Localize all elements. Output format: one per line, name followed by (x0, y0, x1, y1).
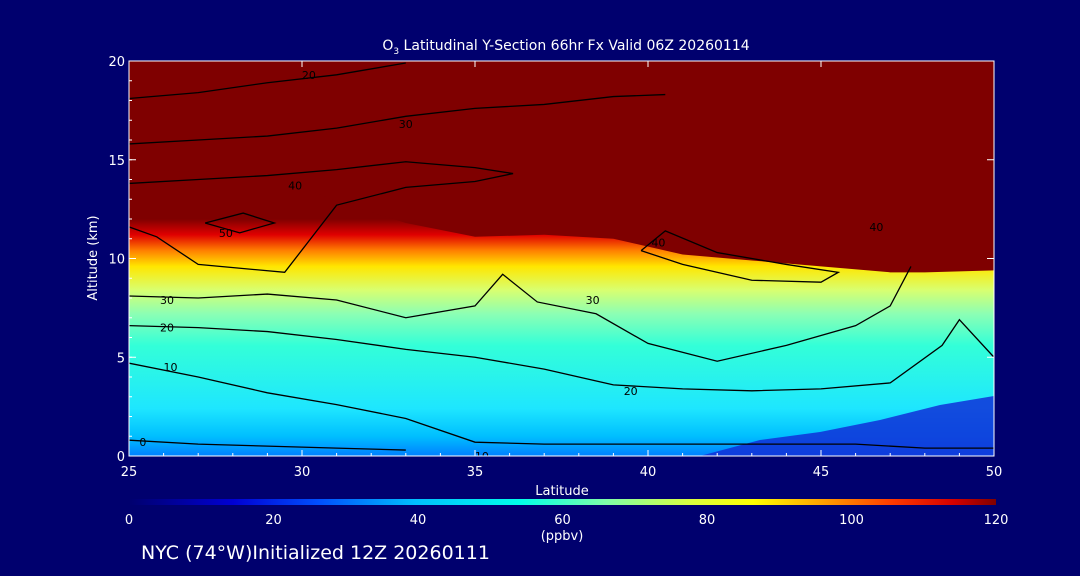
colorbar (129, 499, 996, 505)
contour-label: 50 (219, 227, 233, 240)
x-tick-label: 50 (986, 465, 1003, 480)
contour-label: 30 (160, 294, 174, 307)
contour-label: 40 (651, 237, 665, 250)
contour-line-50 (204, 212, 277, 234)
contour-line-40 (129, 161, 514, 274)
contour-line-0 (129, 439, 406, 451)
colorbar-ticks: 0 20 40 60 80 100 120 (125, 513, 1009, 528)
colorbar-tick-label: 60 (554, 513, 571, 528)
contour-label: 40 (288, 179, 302, 192)
contour-label: 40 (869, 221, 883, 234)
contour-label: 20 (302, 69, 316, 82)
colorbar-tick-label: 80 (699, 513, 716, 528)
contour-line-20 (129, 62, 406, 100)
y-tick-label: 20 (108, 55, 125, 70)
contour-line-10 (129, 362, 994, 449)
low-ozone-surface-region (700, 396, 994, 456)
contour-labels: 20 30 40 50 40 40 30 20 10 30 20 0 10 (139, 69, 883, 463)
contour-label: 30 (586, 294, 600, 307)
x-tick-label: 40 (640, 465, 657, 480)
x-tick-label: 30 (294, 465, 311, 480)
contour-lines (129, 62, 994, 451)
y-tick-label: 15 (108, 154, 125, 169)
contour-line-30 (129, 266, 912, 362)
contour-label: 30 (399, 118, 413, 131)
x-tick-label: 35 (467, 465, 484, 480)
chart-title: O3 Latitudinal Y-Section 66hr Fx Valid 0… (382, 38, 749, 57)
contour-label: 10 (475, 450, 489, 463)
colorbar-tick-label: 20 (265, 513, 282, 528)
y-tick-label: 0 (117, 450, 125, 465)
stratosphere-high-ozone-region (129, 61, 994, 273)
colorbar-tick-label: 40 (410, 513, 427, 528)
x-axis-label: Latitude (535, 484, 589, 499)
x-tick-label: 25 (121, 465, 138, 480)
y-axis: 0 5 10 15 20 (108, 55, 994, 465)
footer-info: NYC (74°W)Initialized 12Z 20260111 (141, 542, 490, 564)
contour-line-30 (129, 93, 666, 145)
contour-line-40 (640, 230, 841, 283)
colorbar-tick-label: 100 (839, 513, 864, 528)
contour-line-20 (129, 318, 994, 392)
contour-label: 20 (624, 385, 638, 398)
colorbar-label: (ppbv) (541, 529, 584, 544)
x-axis: 25 30 35 40 45 50 (121, 61, 1003, 480)
plot-area: 20 30 40 50 40 40 30 20 10 30 20 0 10 (129, 61, 994, 463)
colorbar-tick-label: 0 (125, 513, 133, 528)
y-tick-label: 5 (117, 351, 125, 366)
x-tick-label: 45 (813, 465, 830, 480)
contour-label: 0 (139, 436, 146, 449)
y-axis-label: Altitude (km) (86, 215, 101, 300)
contour-label: 10 (164, 361, 178, 374)
colorbar-tick-label: 120 (984, 513, 1009, 528)
y-tick-label: 10 (108, 253, 125, 268)
contour-label: 20 (160, 322, 174, 335)
